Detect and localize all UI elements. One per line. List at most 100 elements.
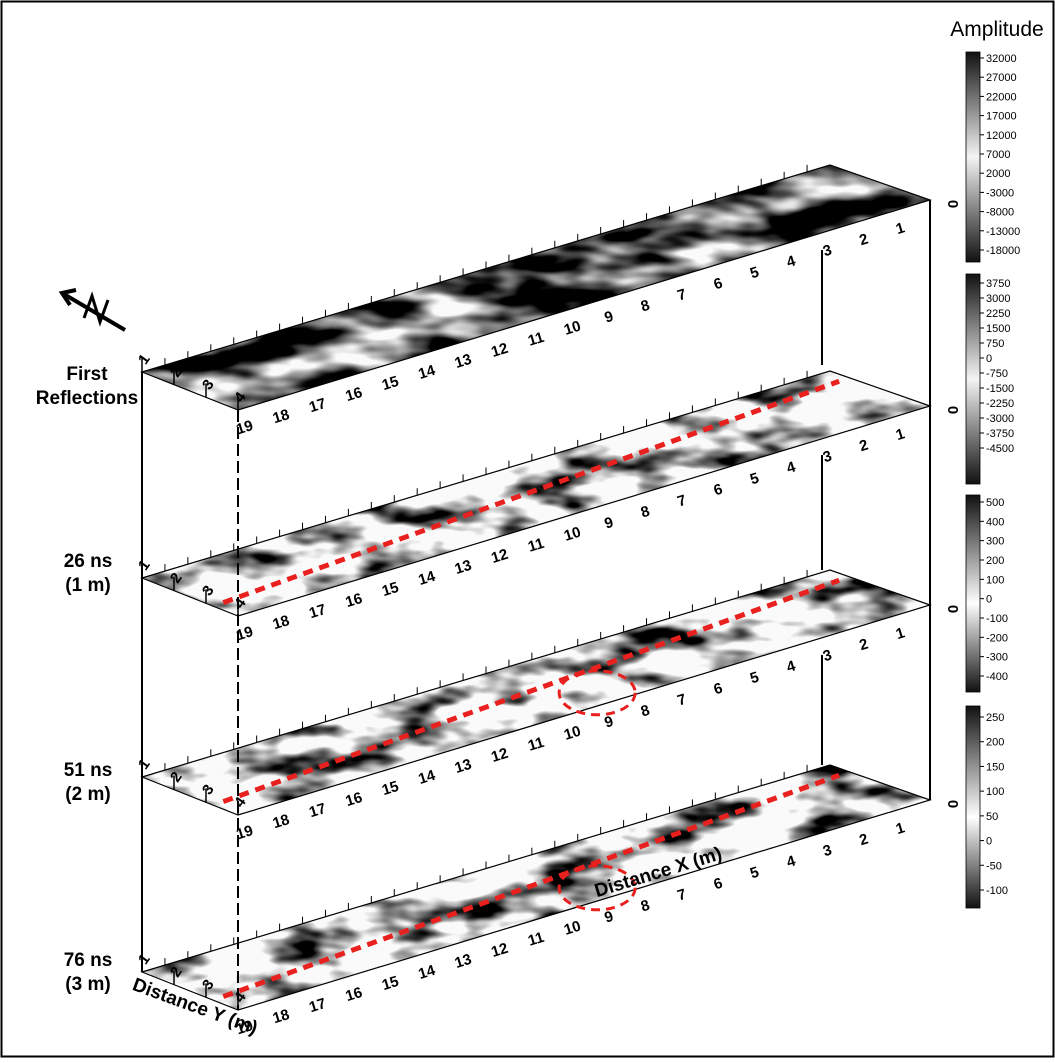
- colorbar-tick-label: -8000: [986, 207, 1014, 219]
- north-arrow: [58, 288, 127, 332]
- x-tick-label: 14: [416, 962, 438, 983]
- colorbar-tick-label: 12000: [986, 130, 1017, 142]
- side-label: Reflections: [36, 388, 138, 409]
- x-tick-label: 8: [639, 503, 652, 522]
- colorbar-tick-label: 17000: [986, 111, 1017, 123]
- x-tick-label: 17: [307, 995, 328, 1016]
- x-tick-label: 2: [857, 830, 870, 849]
- x-tick-label: 17: [307, 395, 328, 416]
- x-tick-label: 19: [234, 417, 255, 438]
- colorbar-tick-label: 0: [986, 353, 992, 365]
- x-tick-label: 7: [675, 286, 688, 305]
- y-tick-label: 1: [135, 756, 154, 773]
- x-tick-label: 2: [857, 635, 870, 654]
- x-tick-label: 19: [234, 1017, 255, 1038]
- x-tick-label: 5: [748, 669, 761, 688]
- x-tick-label: 12: [489, 546, 510, 567]
- x-tick-label: 9: [602, 514, 615, 533]
- x-tick-label: 4: [785, 657, 799, 676]
- side-label: First: [66, 364, 108, 385]
- colorbar-tick-label: -300: [986, 652, 1008, 664]
- anomaly-circle: [557, 669, 637, 717]
- colorbar-tick-label: 250: [986, 712, 1004, 724]
- anomaly-trend: [222, 577, 840, 804]
- x-tick-label: 13: [453, 557, 474, 578]
- connectors: [141, 200, 931, 1010]
- colorbar-tick-label: -3000: [986, 187, 1014, 199]
- x-tick-label: 5: [748, 864, 761, 883]
- colorbar-tick-label: -400: [986, 671, 1008, 683]
- x-tick-label: 5: [748, 264, 761, 283]
- x-tick-label: 2: [857, 230, 870, 249]
- colorbar-tick-label: -200: [986, 632, 1008, 644]
- y-tick-label: 1: [135, 351, 154, 368]
- side-label: 76 ns: [64, 950, 113, 971]
- x-tick-label: 15: [380, 579, 401, 600]
- colorbar-tick-label: 32000: [986, 53, 1017, 65]
- x-tick-label: 2: [857, 436, 870, 455]
- side-label: 51 ns: [64, 760, 113, 781]
- colorbar-tick-label: -100: [986, 885, 1008, 897]
- colorbar-tick-label: 200: [986, 737, 1004, 749]
- x-tick-label: 13: [453, 951, 474, 972]
- x-tick-label: 12: [489, 745, 510, 766]
- x-tick-label: 11: [526, 734, 546, 755]
- x-tick-label: 11: [526, 535, 546, 556]
- colorbar-tick-label: 100: [986, 786, 1004, 798]
- x-tick-label: 4: [785, 852, 799, 871]
- colorbar-tick-label: -750: [986, 368, 1008, 380]
- colorbar-tick-label: 3750: [986, 278, 1010, 290]
- x-tick-label: 0: [944, 200, 961, 208]
- x-tick-label: 8: [639, 297, 652, 316]
- x-tick-label: 14: [416, 362, 438, 383]
- colorbar-tick-label: 2250: [986, 308, 1010, 320]
- x-tick-label: 1: [894, 425, 907, 444]
- x-tick-label: 4: [785, 458, 799, 477]
- x-tick-label: 10: [562, 318, 583, 339]
- x-tick-label: 1: [894, 819, 907, 838]
- colorbar-tick-label: 0: [986, 836, 992, 848]
- colorbar-tick-label: 150: [986, 761, 1004, 773]
- x-tick-label: 17: [307, 601, 328, 622]
- x-tick-label: 16: [343, 384, 364, 405]
- colorbar: [965, 494, 981, 693]
- colorbar-tick-label: -4500: [986, 443, 1014, 455]
- x-tick-label: 17: [307, 800, 328, 821]
- x-tick-label: 10: [562, 723, 583, 744]
- side-label: (1 m): [65, 575, 110, 596]
- anomaly-trend: [222, 772, 840, 999]
- colorbar-tick-label: -3000: [986, 413, 1014, 425]
- x-tick-label: 6: [712, 275, 725, 294]
- x-tick-label: 16: [343, 984, 364, 1005]
- x-tick-label: 6: [712, 481, 725, 500]
- colorbar-tick-label: -2250: [986, 398, 1014, 410]
- y-tick-label: 1: [135, 557, 154, 574]
- x-tick-label: 6: [712, 680, 725, 699]
- x-tick-label: 9: [602, 308, 615, 327]
- x-tick-label: 15: [380, 973, 401, 994]
- colorbar-tick-label: 750: [986, 338, 1004, 350]
- colorbar-tick-label: 27000: [986, 72, 1017, 84]
- colorbar-tick-label: 100: [986, 574, 1004, 586]
- side-label: (2 m): [65, 784, 110, 805]
- x-tick-label: 6: [712, 875, 725, 894]
- colorbar-tick-label: -18000: [986, 245, 1020, 257]
- x-tick-label: 19: [234, 623, 255, 644]
- x-tick-label: 7: [675, 886, 688, 905]
- x-tick-label: 1: [894, 624, 907, 643]
- x-tick-label: 8: [639, 702, 652, 721]
- colorbar-tick-label: 3000: [986, 293, 1010, 305]
- colorbar-tick-label: -3750: [986, 428, 1014, 440]
- colorbar-tick-label: -13000: [986, 226, 1020, 238]
- x-tick-label: 12: [489, 940, 510, 961]
- x-tick-label: 0: [944, 800, 961, 808]
- x-tick-label: 5: [748, 470, 761, 489]
- x-tick-label: 7: [675, 691, 688, 710]
- x-tick-label: 14: [416, 568, 438, 589]
- x-tick-label: 11: [526, 929, 546, 950]
- colorbar: [965, 705, 981, 909]
- colorbar-tick-label: 500: [986, 497, 1004, 509]
- x-tick-label: 9: [602, 908, 615, 927]
